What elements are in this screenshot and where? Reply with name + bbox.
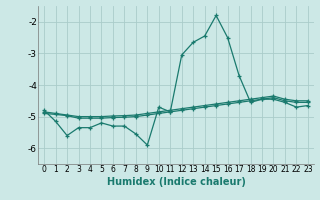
X-axis label: Humidex (Indice chaleur): Humidex (Indice chaleur)	[107, 177, 245, 187]
